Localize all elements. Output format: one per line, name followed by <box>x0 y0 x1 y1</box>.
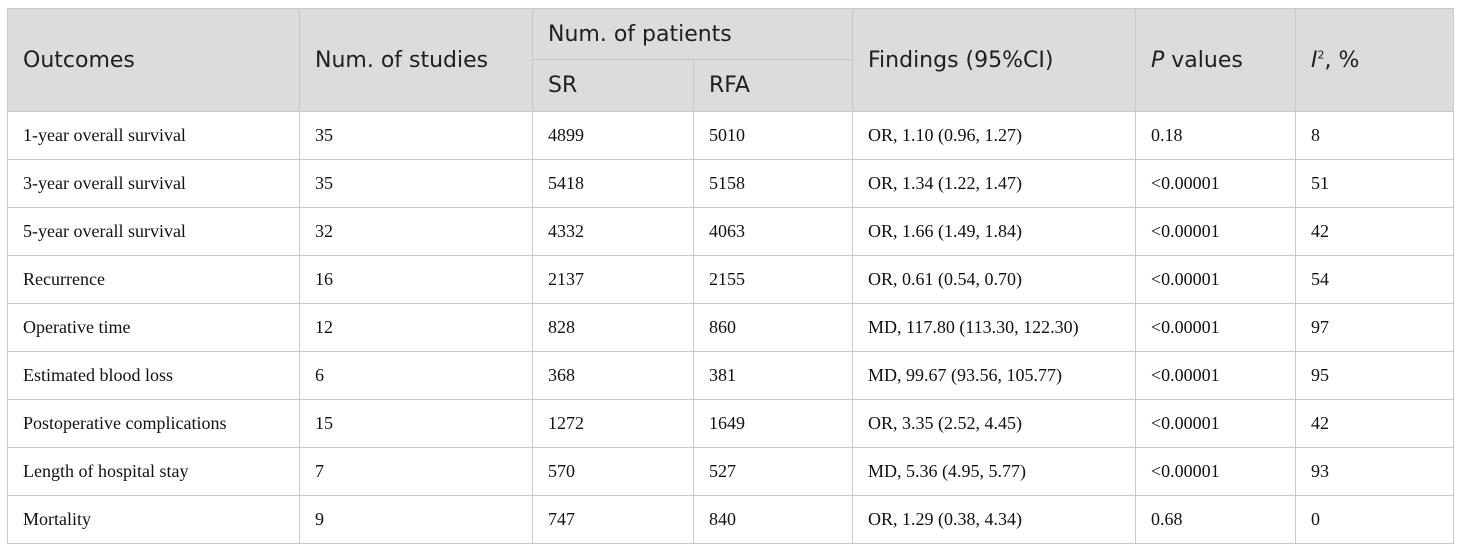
header-row-1: Outcomes Num. of studies Num. of patient… <box>7 8 1454 112</box>
cell-sr-patients: 1272 <box>532 399 694 448</box>
cell-p-value: <0.00001 <box>1135 159 1296 208</box>
cell-sr-patients: 5418 <box>532 159 694 208</box>
header-sr: SR <box>532 59 694 112</box>
cell-findings: MD, 117.80 (113.30, 122.30) <box>852 303 1136 352</box>
table-row: 5-year overall survival 32 4332 4063 OR, 1.6… <box>7 207 1454 256</box>
i2-symbol: I <box>1311 47 1318 73</box>
cell-rfa-patients: 840 <box>693 495 853 544</box>
cell-p-value: <0.00001 <box>1135 447 1296 496</box>
cell-findings: OR, 3.35 (2.52, 4.45) <box>852 399 1136 448</box>
cell-findings: OR, 1.66 (1.49, 1.84) <box>852 207 1136 256</box>
cell-rfa-patients: 5010 <box>693 111 853 160</box>
i2-unit-label: , % <box>1324 47 1360 73</box>
table-row: Recurrence 16 2137 2155 OR, 0.61 (0.54, 0.70… <box>7 255 1454 304</box>
table-row: 1-year overall survival 35 4899 5010 OR, 1.1… <box>7 111 1454 160</box>
cell-num-studies: 32 <box>299 207 533 256</box>
table-row: Operative time 12 828 860 MD, 117.80 (113.30… <box>7 303 1454 352</box>
cell-num-studies: 9 <box>299 495 533 544</box>
cell-outcome: Postoperative complications <box>7 399 300 448</box>
cell-findings: OR, 0.61 (0.54, 0.70) <box>852 255 1136 304</box>
cell-num-studies: 35 <box>299 159 533 208</box>
cell-outcome: Operative time <box>7 303 300 352</box>
cell-findings: OR, 1.34 (1.22, 1.47) <box>852 159 1136 208</box>
results-table: Outcomes Num. of studies Num. of patient… <box>7 8 1454 544</box>
header-num-studies: Num. of studies <box>299 8 533 112</box>
cell-i2: 54 <box>1295 255 1454 304</box>
p-values-label: values <box>1164 47 1243 73</box>
cell-i2: 95 <box>1295 351 1454 400</box>
i2-superscript: 2 <box>1317 48 1325 62</box>
table-row: Length of hospital stay 7 570 527 MD, 5.36 (… <box>7 447 1454 496</box>
cell-sr-patients: 368 <box>532 351 694 400</box>
cell-outcome: 3-year overall survival <box>7 159 300 208</box>
results-table-container: Outcomes Num. of studies Num. of patient… <box>7 8 1454 544</box>
table-header: Outcomes Num. of studies Num. of patient… <box>7 8 1454 112</box>
cell-i2: 42 <box>1295 207 1454 256</box>
cell-outcome: 5-year overall survival <box>7 207 300 256</box>
header-outcomes: Outcomes <box>7 8 300 112</box>
cell-p-value: <0.00001 <box>1135 351 1296 400</box>
cell-rfa-patients: 5158 <box>693 159 853 208</box>
table-row: Postoperative complications 15 1272 1649 OR,… <box>7 399 1454 448</box>
cell-sr-patients: 2137 <box>532 255 694 304</box>
header-findings: Findings (95%CI) <box>852 8 1136 112</box>
cell-i2: 42 <box>1295 399 1454 448</box>
header-i2: I2, % <box>1295 8 1454 112</box>
cell-sr-patients: 4332 <box>532 207 694 256</box>
cell-findings: OR, 1.10 (0.96, 1.27) <box>852 111 1136 160</box>
cell-outcome: Length of hospital stay <box>7 447 300 496</box>
cell-rfa-patients: 527 <box>693 447 853 496</box>
cell-p-value: <0.00001 <box>1135 207 1296 256</box>
cell-outcome: Mortality <box>7 495 300 544</box>
cell-rfa-patients: 381 <box>693 351 853 400</box>
cell-i2: 93 <box>1295 447 1454 496</box>
header-rfa: RFA <box>693 59 853 112</box>
cell-num-studies: 35 <box>299 111 533 160</box>
cell-i2: 0 <box>1295 495 1454 544</box>
cell-outcome: 1-year overall survival <box>7 111 300 160</box>
cell-num-studies: 16 <box>299 255 533 304</box>
cell-num-studies: 7 <box>299 447 533 496</box>
cell-i2: 97 <box>1295 303 1454 352</box>
cell-i2: 51 <box>1295 159 1454 208</box>
cell-num-studies: 15 <box>299 399 533 448</box>
cell-sr-patients: 747 <box>532 495 694 544</box>
header-p-values: P values <box>1135 8 1296 112</box>
cell-findings: OR, 1.29 (0.38, 4.34) <box>852 495 1136 544</box>
p-symbol: P <box>1151 47 1165 73</box>
table-row: Mortality 9 747 840 OR, 1.29 (0.38, 4.34) 0.6… <box>7 495 1454 544</box>
table-body: 1-year overall survival 35 4899 5010 OR, 1.1… <box>7 111 1454 544</box>
header-row-2: SR RFA <box>8 59 1454 112</box>
cell-p-value: <0.00001 <box>1135 255 1296 304</box>
cell-rfa-patients: 2155 <box>693 255 853 304</box>
cell-findings: MD, 5.36 (4.95, 5.77) <box>852 447 1136 496</box>
cell-rfa-patients: 860 <box>693 303 853 352</box>
cell-p-value: 0.18 <box>1135 111 1296 160</box>
cell-findings: MD, 99.67 (93.56, 105.77) <box>852 351 1136 400</box>
cell-num-studies: 12 <box>299 303 533 352</box>
cell-p-value: 0.68 <box>1135 495 1296 544</box>
cell-num-studies: 6 <box>299 351 533 400</box>
cell-sr-patients: 4899 <box>532 111 694 160</box>
cell-rfa-patients: 1649 <box>693 399 853 448</box>
cell-sr-patients: 828 <box>532 303 694 352</box>
cell-outcome: Estimated blood loss <box>7 351 300 400</box>
table-row: Estimated blood loss 6 368 381 MD, 99.67 (93… <box>7 351 1454 400</box>
header-num-patients: Num. of patients <box>532 8 853 60</box>
cell-sr-patients: 570 <box>532 447 694 496</box>
cell-p-value: <0.00001 <box>1135 399 1296 448</box>
cell-i2: 8 <box>1295 111 1454 160</box>
cell-rfa-patients: 4063 <box>693 207 853 256</box>
cell-outcome: Recurrence <box>7 255 300 304</box>
table-row: 3-year overall survival 35 5418 5158 OR, 1.3… <box>7 159 1454 208</box>
cell-p-value: <0.00001 <box>1135 303 1296 352</box>
